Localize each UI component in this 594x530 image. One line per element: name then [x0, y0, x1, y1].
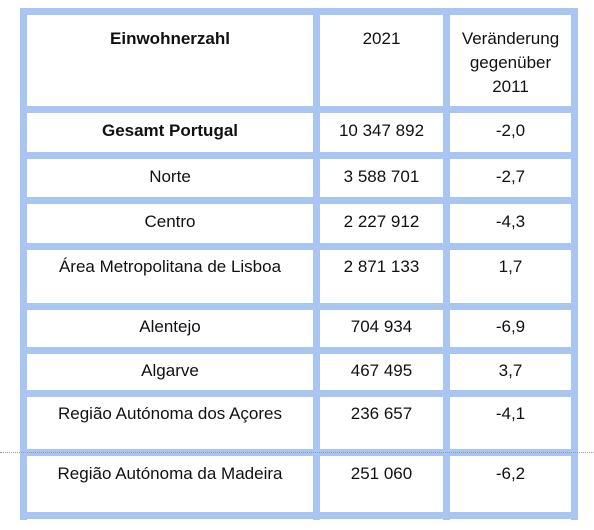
grid-line: [20, 390, 578, 397]
grid-line: [20, 152, 578, 159]
region-cell: Norte: [149, 167, 191, 186]
grid-line: [20, 347, 578, 354]
header-2021: 2021: [362, 29, 401, 48]
change-cell: -6,9: [495, 317, 526, 336]
region-cell: Região Autónoma dos Açores: [58, 404, 282, 423]
change-cell: -2,0: [495, 121, 526, 140]
population-cell: 467 495: [350, 361, 413, 380]
change-cell: -4,3: [495, 212, 526, 231]
change-cell: -6,2: [495, 464, 526, 483]
page-break-line: [0, 452, 594, 453]
grid-line: [571, 8, 578, 520]
change-cell: -2,7: [495, 167, 526, 186]
change-cell: 3,7: [498, 361, 523, 380]
header-change-line: Veränderung: [461, 29, 560, 48]
population-cell: 704 934: [350, 317, 413, 336]
grid-line: [20, 106, 578, 113]
header-change: Veränderung gegenüber 2011: [450, 27, 571, 99]
header-change-line: 2011: [492, 77, 529, 96]
population-cell: 251 060: [350, 464, 413, 483]
region-cell: Gesamt Portugal: [101, 121, 239, 140]
population-cell: 2 871 133: [343, 257, 420, 276]
header-einwohnerzahl: Einwohnerzahl: [110, 29, 230, 48]
population-cell: 236 657: [350, 404, 413, 423]
grid-line: [20, 197, 578, 204]
population-cell: 2 227 912: [343, 212, 420, 231]
region-cell: Centro: [144, 212, 196, 231]
grid-line: [313, 8, 320, 520]
population-cell: 3 588 701: [343, 167, 420, 186]
header-change-line: gegenüber: [469, 53, 552, 72]
grid-line: [20, 8, 27, 520]
region-cell: Região Autónoma da Madeira: [57, 464, 283, 483]
population-cell: 10 347 892: [338, 121, 425, 140]
grid-line: [20, 512, 578, 519]
region-cell: Algarve: [141, 361, 199, 380]
change-cell: 1,7: [498, 257, 523, 276]
grid-line: [20, 303, 578, 310]
change-cell: -4,1: [495, 404, 526, 423]
region-cell: Área Metropolitana de Lisboa: [58, 257, 282, 276]
region-cell: Alentejo: [139, 317, 201, 336]
grid-line: [20, 8, 578, 15]
grid-line: [20, 243, 578, 250]
grid-line: [443, 8, 450, 520]
